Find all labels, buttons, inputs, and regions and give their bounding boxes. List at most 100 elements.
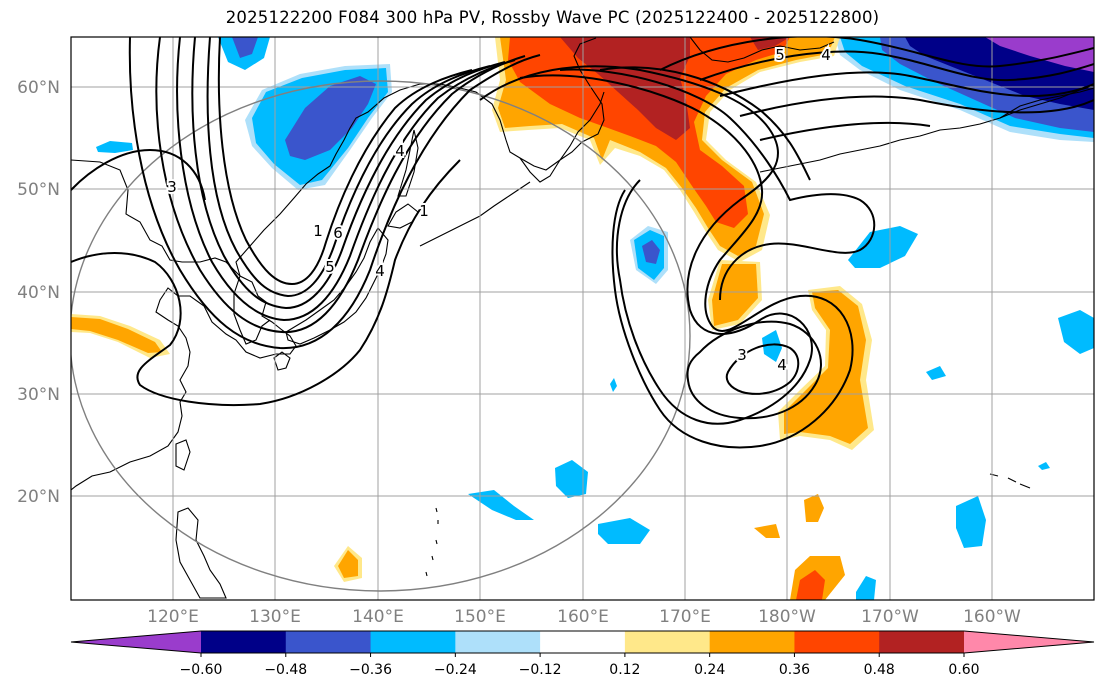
colorbar-segment xyxy=(201,631,287,653)
pv-contour-trough-6 xyxy=(217,37,473,286)
pv-contour-ne-2 xyxy=(699,50,1094,82)
lat-label: 50°N xyxy=(17,180,60,200)
pv-contour-trough-4 xyxy=(191,37,506,310)
pv-contour-ridge-4 xyxy=(599,66,811,181)
contour-label: 1 xyxy=(419,202,429,220)
pv-contour-ne-5 xyxy=(759,121,931,141)
lon-label: 130°E xyxy=(249,607,301,627)
colorbar-tick-label: 0.12 xyxy=(609,662,640,678)
coast-luzon xyxy=(175,507,227,599)
contour-label: 4 xyxy=(395,142,405,160)
coast-kamchatka xyxy=(519,91,605,183)
anomaly-neg-8 xyxy=(1058,310,1094,354)
map-border xyxy=(70,36,1095,601)
pv-contour-ne-3 xyxy=(719,71,1094,98)
pv-contour-trough-2 xyxy=(155,37,526,334)
contour-label: 1 xyxy=(313,222,323,240)
anomaly-west-orange xyxy=(71,317,162,353)
anomaly-neg-1-blue xyxy=(642,240,660,264)
colorbar-tick-label: −0.12 xyxy=(519,662,562,678)
colorbar-tick-label: 0.60 xyxy=(948,662,979,678)
pv-contours xyxy=(71,37,1094,449)
lon-label: 120°E xyxy=(147,607,199,627)
pv-contour-west-ridge xyxy=(71,148,206,201)
coast-alaska xyxy=(689,37,835,63)
colorbar-segment xyxy=(285,631,372,653)
colorbar-segment xyxy=(879,631,965,653)
coast-aleutians xyxy=(759,85,1094,173)
coast-mariana xyxy=(425,507,439,577)
contour-label: 4 xyxy=(777,356,787,374)
pv-contour-ne-1 xyxy=(659,37,1094,71)
anomaly-neg-2 xyxy=(848,226,918,268)
colorbar-segment xyxy=(370,631,456,653)
coast-asia-north xyxy=(235,37,605,277)
contour-label: 4 xyxy=(375,262,385,280)
anomaly-neg-3 xyxy=(762,330,782,362)
lon-label: 170°W xyxy=(861,607,919,627)
anomaly-np-darkred xyxy=(560,37,690,140)
graticule xyxy=(71,37,1094,600)
contour-label: 5 xyxy=(775,46,785,64)
colorbar-extend-max xyxy=(964,631,1094,653)
colorbar: −0.60 −0.48 −0.36 −0.24 −0.12 0.12 0.24 0.36 0.4… xyxy=(70,630,1095,678)
lat-axis-labels: 60°N 50°N 40°N 30°N 20°N xyxy=(17,78,60,507)
lon-label: 150°E xyxy=(454,607,506,627)
pv-contour-ne-4 xyxy=(739,95,1094,117)
lat-label: 20°N xyxy=(17,487,60,507)
anomaly-neg-12 xyxy=(610,378,617,392)
anomaly-neg-10 xyxy=(926,366,946,380)
anomaly-se-orange xyxy=(784,290,868,444)
coast-taiwan xyxy=(175,439,191,471)
pv-contour-trough-1 xyxy=(128,37,541,350)
anomaly-ne-purple xyxy=(985,37,1094,72)
lon-label: 160°E xyxy=(557,607,609,627)
anomaly-nw-top-blue xyxy=(232,37,258,58)
anomaly-small-2 xyxy=(804,494,824,522)
pv-contour-ridge-3 xyxy=(559,68,876,301)
colorbar-segment xyxy=(624,631,711,653)
colorbar-extend-min xyxy=(71,631,201,653)
pv-contour-ridge-2 xyxy=(519,74,854,449)
anomaly-small-3 xyxy=(754,524,780,538)
map-title: 2025122200 F084 300 hPa PV, Rossby Wave … xyxy=(225,8,880,27)
anomaly-neg-5 xyxy=(468,490,534,520)
colorbar-tick-label: 0.48 xyxy=(864,662,895,678)
radius-circle xyxy=(71,80,691,592)
anomaly-neg-9 xyxy=(856,576,876,600)
colorbar-tick-label: −0.48 xyxy=(264,662,307,678)
colorbar-tick-label: 0.24 xyxy=(694,662,725,678)
coast-kurils xyxy=(419,181,531,247)
colorbar-tick-label: −0.36 xyxy=(349,662,392,678)
lon-label: 170°E xyxy=(659,607,711,627)
lon-axis-labels: 120°E 130°E 140°E 150°E 160°E 170°E 180°… xyxy=(147,607,1021,627)
pv-contour-outer-low xyxy=(71,159,461,407)
pv-contour-cutoff-2 xyxy=(725,343,800,395)
lon-label: 180°W xyxy=(758,607,816,627)
anomaly-neg-7 xyxy=(956,496,986,548)
coast-kyushu xyxy=(273,351,291,371)
pv-contour-cutoff-1 xyxy=(686,320,822,420)
colorbar-tick-label: −0.24 xyxy=(434,662,477,678)
anomaly-small-1-orange xyxy=(338,550,358,578)
colorbar-segment xyxy=(540,631,626,653)
contour-label: 5 xyxy=(325,258,335,276)
pv-contour-trough-3 xyxy=(176,37,516,322)
coastlines xyxy=(71,37,1094,599)
colorbar-tick-label: −0.60 xyxy=(180,662,223,678)
coast-alaska-peninsula xyxy=(999,87,1094,119)
lat-label: 40°N xyxy=(17,283,60,303)
contour-label: 3 xyxy=(167,178,177,196)
lon-label: 160°W xyxy=(963,607,1021,627)
contour-label: 6 xyxy=(333,224,343,242)
lat-label: 60°N xyxy=(17,78,60,98)
contour-label: 3 xyxy=(737,346,747,364)
anomaly-neg-11 xyxy=(1038,462,1050,470)
anomaly-neg-6 xyxy=(598,518,650,544)
lon-label: 140°E xyxy=(352,607,404,627)
anomaly-np-red xyxy=(508,37,790,228)
shaded-field xyxy=(71,37,1094,600)
anomaly-nw-blue xyxy=(285,76,376,160)
anomaly-left-cyan xyxy=(96,141,133,153)
